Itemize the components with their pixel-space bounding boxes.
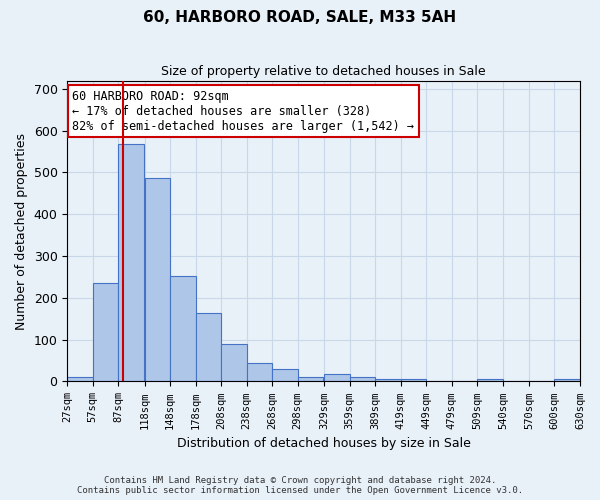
X-axis label: Distribution of detached houses by size in Sale: Distribution of detached houses by size … xyxy=(177,437,470,450)
Bar xyxy=(477,380,503,382)
Bar xyxy=(93,283,118,382)
Bar xyxy=(67,378,93,382)
Bar xyxy=(324,374,350,382)
Text: 60 HARBORO ROAD: 92sqm
← 17% of detached houses are smaller (328)
82% of semi-de: 60 HARBORO ROAD: 92sqm ← 17% of detached… xyxy=(73,90,415,132)
Bar xyxy=(298,378,323,382)
Bar xyxy=(554,380,580,382)
Title: Size of property relative to detached houses in Sale: Size of property relative to detached ho… xyxy=(161,65,486,78)
Text: 60, HARBORO ROAD, SALE, M33 5AH: 60, HARBORO ROAD, SALE, M33 5AH xyxy=(143,10,457,25)
Bar xyxy=(272,369,298,382)
Bar xyxy=(196,314,221,382)
Bar xyxy=(375,380,401,382)
Bar xyxy=(118,144,144,382)
Text: Contains HM Land Registry data © Crown copyright and database right 2024.
Contai: Contains HM Land Registry data © Crown c… xyxy=(77,476,523,495)
Bar xyxy=(221,344,247,382)
Y-axis label: Number of detached properties: Number of detached properties xyxy=(15,132,28,330)
Bar xyxy=(401,380,426,382)
Bar xyxy=(145,178,170,382)
Bar xyxy=(350,378,375,382)
Bar xyxy=(170,276,196,382)
Bar xyxy=(247,362,272,382)
